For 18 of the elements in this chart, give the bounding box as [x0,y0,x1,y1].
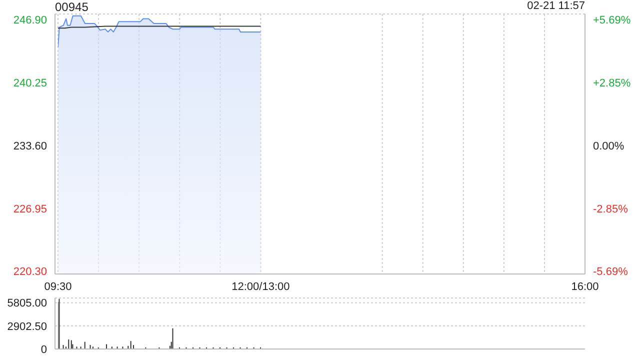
y2-tick-label: -5.69% [593,266,628,278]
y-tick-label: 0 [40,344,47,356]
chart-title: 00945 [55,0,88,14]
y-tick-label: 220.30 [13,266,47,278]
y2-tick-label: +2.85% [593,77,631,90]
x-tick-label: 12:00/13:00 [232,280,290,293]
x-tick-label: 16:00 [571,280,599,293]
y-tick-label: 246.90 [13,14,47,27]
x-tick-label: 09:30 [44,280,72,293]
y-tick-label: 233.60 [13,140,47,152]
y-tick-label: 5805.00 [7,298,47,310]
text: 02-21 11:57 [527,0,585,12]
y2-tick-label: -2.85% [593,203,628,216]
y2-tick-label: +5.69% [593,14,631,27]
y-tick-label: 2902.50 [7,320,47,333]
y-tick-label: 240.25 [13,78,47,90]
y-tick-label: 226.95 [13,203,47,216]
y2-tick-label: 0.00% [593,140,624,152]
